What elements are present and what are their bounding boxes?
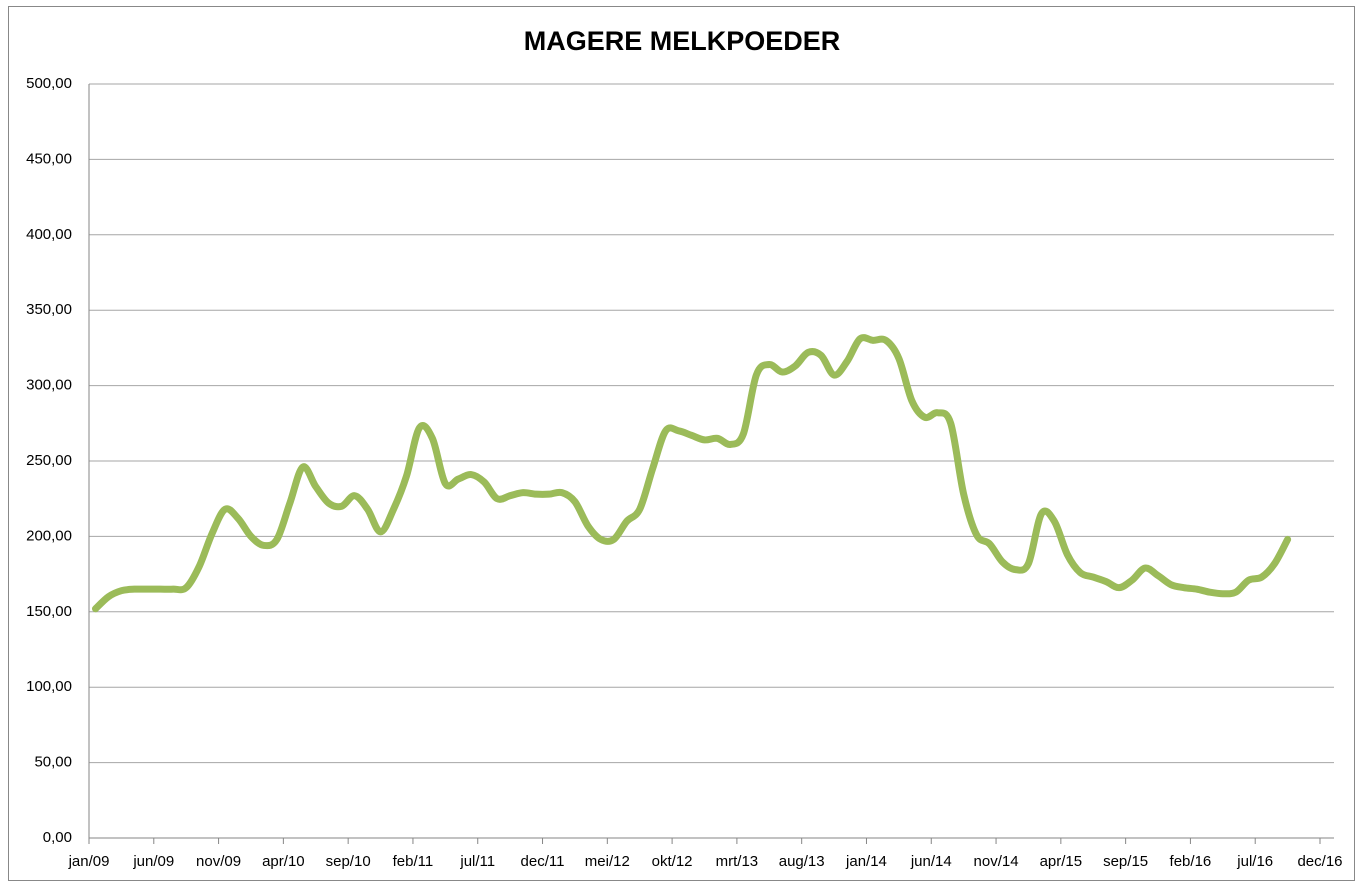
y-tick-label: 250,00 — [26, 452, 72, 469]
y-tick-label: 0,00 — [43, 829, 72, 846]
x-tick-label: sep/15 — [1103, 853, 1148, 870]
y-tick-label: 400,00 — [26, 226, 72, 243]
x-tick-label: aug/13 — [779, 853, 825, 870]
x-tick-label: mrt/13 — [716, 853, 759, 870]
y-tick-label: 500,00 — [26, 75, 72, 92]
x-tick-label: mei/12 — [585, 853, 630, 870]
y-tick-label: 50,00 — [34, 754, 72, 771]
x-tick-label: nov/14 — [974, 853, 1019, 870]
x-tick-label: apr/15 — [1040, 853, 1083, 870]
x-tick-label: jun/14 — [910, 853, 952, 870]
chart-border — [8, 6, 1355, 881]
x-tick-label: jan/14 — [845, 853, 887, 870]
x-tick-label: dec/16 — [1297, 853, 1342, 870]
x-tick-label: jan/09 — [68, 853, 110, 870]
x-tick-label: feb/16 — [1170, 853, 1212, 870]
x-tick-label: dec/11 — [521, 853, 565, 870]
x-tick-label: apr/10 — [262, 853, 305, 870]
y-tick-label: 450,00 — [26, 150, 72, 167]
y-tick-label: 100,00 — [26, 678, 72, 695]
y-tick-label: 300,00 — [26, 377, 72, 394]
x-tick-label: jul/16 — [1236, 853, 1273, 870]
x-tick-label: okt/12 — [652, 853, 693, 870]
x-tick-label: sep/10 — [326, 853, 371, 870]
chart-title: MAGERE MELKPOEDER — [524, 26, 841, 56]
data-line — [91, 334, 1292, 613]
x-tick-label: feb/11 — [393, 853, 434, 870]
y-tick-label: 350,00 — [26, 301, 72, 318]
x-tick-label: jul/11 — [459, 853, 495, 870]
x-tick-label: jun/09 — [132, 853, 174, 870]
y-tick-label: 150,00 — [26, 603, 72, 620]
y-tick-label: 200,00 — [26, 527, 72, 544]
x-tick-label: nov/09 — [196, 853, 241, 870]
